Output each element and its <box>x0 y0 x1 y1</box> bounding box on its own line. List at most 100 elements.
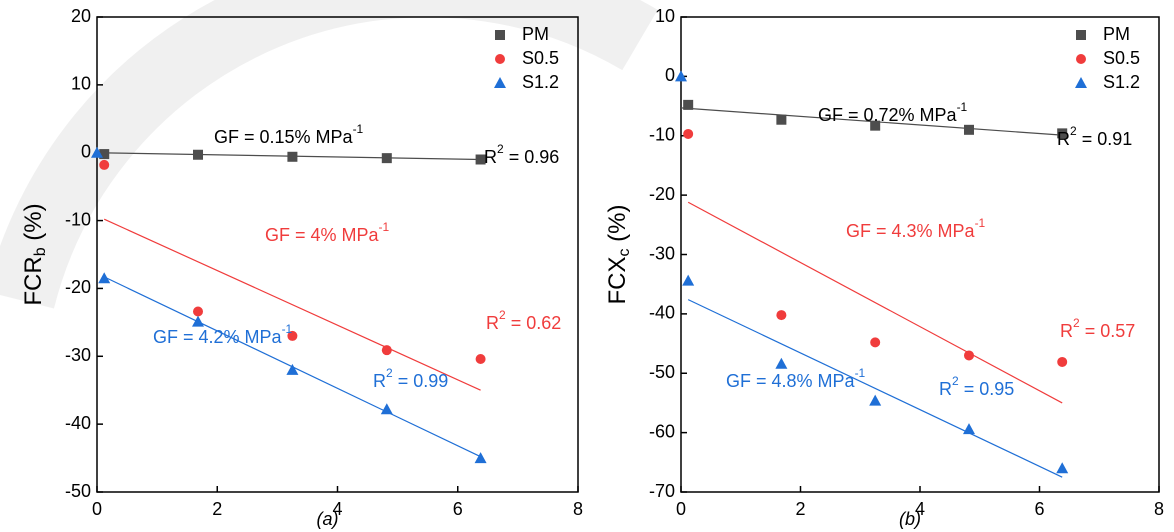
x-tick-label: 8 <box>573 499 583 519</box>
plot-frame <box>680 16 1160 493</box>
legend-label: S1.2 <box>1103 72 1140 92</box>
y-tick-label: -50 <box>65 481 91 501</box>
legend-label: S0.5 <box>1103 48 1140 68</box>
x-tick-label: 6 <box>453 499 463 519</box>
annotation-sup: -1 <box>379 220 390 234</box>
y-label-main: FCX <box>604 257 631 305</box>
y-tick-label: -20 <box>65 277 91 297</box>
marker-circle <box>287 330 298 341</box>
legend-label: S0.5 <box>522 48 559 68</box>
annotation: GF = 4.8% MPa-1 <box>726 366 866 391</box>
x-tick-label: 6 <box>1034 499 1044 519</box>
annotation-after: = 0.57 <box>1080 321 1136 341</box>
annotation-sup: 2 <box>1070 124 1077 138</box>
x-tick-label: 4 <box>332 499 342 519</box>
annotation-sup: 2 <box>499 308 506 322</box>
annotation-sup: -1 <box>282 322 293 336</box>
marker-triangle <box>675 70 687 82</box>
marker-triangle <box>1056 462 1069 474</box>
y-tick-label: 10 <box>71 74 91 94</box>
marker-circle <box>381 345 392 356</box>
annotation: GF = 0.72% MPa-1 <box>818 100 968 125</box>
y-tick-label: -60 <box>649 421 675 441</box>
y-label-main: FCR <box>20 256 47 305</box>
marker-circle <box>1076 54 1086 64</box>
y-tick-label: 20 <box>71 6 91 26</box>
y-label-unit: (%) <box>604 205 631 249</box>
x-tick-label: 0 <box>676 499 686 519</box>
x-tick-label: 2 <box>212 499 222 519</box>
marker-triangle <box>1075 77 1087 88</box>
marker-triangle <box>494 77 506 88</box>
annotation-sup: -1 <box>957 100 968 114</box>
annotation-text: R <box>484 147 497 167</box>
marker-triangle <box>869 394 882 406</box>
legend-label: S1.2 <box>522 72 559 92</box>
annotation-text: GF = 0.72% MPa <box>818 105 958 125</box>
x-tick-label: 8 <box>1154 499 1164 519</box>
annotation: R2 = 0.62 <box>486 308 561 333</box>
marker-square <box>495 30 505 40</box>
annotation: GF = 4.2% MPa-1 <box>153 322 293 347</box>
y-axis-label: FCXc (%) <box>604 205 633 305</box>
watermark <box>0 0 658 309</box>
marker-circle <box>1057 356 1068 367</box>
annotation-sup: -1 <box>855 366 866 380</box>
marker-triangle <box>682 274 695 286</box>
annotation: R2 = 0.96 <box>484 142 559 167</box>
marker-circle <box>475 354 486 364</box>
x-axis-label: Stress (MPa) <box>850 529 990 532</box>
marker-triangle <box>192 315 205 327</box>
y-tick-label: -20 <box>649 184 675 204</box>
y-tick-label: -30 <box>649 243 675 263</box>
y-tick-label: 0 <box>81 141 91 161</box>
annotation-after: = 0.96 <box>504 147 560 167</box>
annotation-sup: -1 <box>975 216 986 230</box>
marker-triangle <box>380 403 393 415</box>
marker-triangle <box>98 272 111 284</box>
annotation-text: GF = 4.3% MPa <box>846 221 976 241</box>
x-axis-label: Stress (MPa) <box>267 529 407 532</box>
y-tick-label: -10 <box>65 209 91 229</box>
x-tick-label: 0 <box>92 499 102 519</box>
annotation: R2 = 0.91 <box>1057 124 1132 149</box>
annotation: GF = 4.3% MPa-1 <box>846 216 986 241</box>
marker-square <box>193 149 204 160</box>
marker-square <box>683 99 694 110</box>
legend-label: PM <box>522 24 549 44</box>
x-tick-label: 2 <box>795 499 805 519</box>
annotation-after: = 0.95 <box>959 379 1015 399</box>
y-label-sub: b <box>32 247 49 256</box>
marker-square <box>963 124 974 135</box>
marker-triangle <box>91 146 103 158</box>
marker-circle <box>870 337 881 348</box>
y-tick-label: 0 <box>665 65 675 85</box>
annotation-text: GF = 0.15% MPa <box>214 127 354 147</box>
marker-square <box>475 154 486 165</box>
marker-square <box>776 114 787 125</box>
annotation-text: R <box>1060 321 1073 341</box>
marker-circle <box>99 159 110 170</box>
marker-square <box>870 120 881 131</box>
annotation-text: GF = 4% MPa <box>265 225 380 245</box>
marker-square <box>1057 128 1068 139</box>
annotation: R2 = 0.57 <box>1060 316 1135 341</box>
y-axis-label: FCRb (%) <box>20 203 49 305</box>
marker-triangle <box>962 423 975 435</box>
marker-circle <box>495 54 505 64</box>
fit-line <box>687 201 1063 404</box>
marker-triangle <box>474 452 487 464</box>
y-label-unit: (%) <box>20 203 47 247</box>
caption: (a) <box>317 509 339 529</box>
annotation-text: R <box>373 371 386 391</box>
y-tick-label: -50 <box>649 362 675 382</box>
x-tick-label: 4 <box>915 499 925 519</box>
fit-line <box>103 218 481 391</box>
legend-label: PM <box>1103 24 1130 44</box>
annotation-text: GF = 4.2% MPa <box>153 327 283 347</box>
marker-circle <box>776 310 787 321</box>
annotation-text: GF = 4.8% MPa <box>726 371 856 391</box>
annotation-sup: 2 <box>952 374 959 388</box>
y-tick-label: -70 <box>649 481 675 501</box>
